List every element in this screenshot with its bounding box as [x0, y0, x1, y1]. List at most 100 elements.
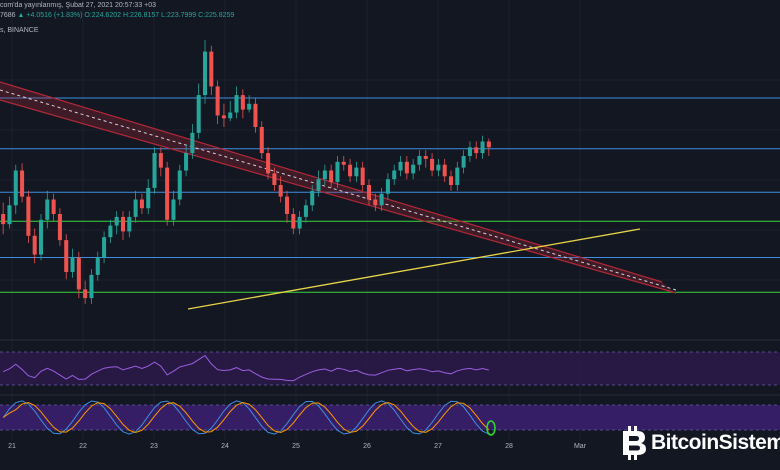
candle-body[interactable]: [83, 289, 88, 299]
candle-body[interactable]: [467, 147, 472, 156]
price-change: ▲ +4.0516 (+1.83%): [17, 12, 83, 19]
candle-body[interactable]: [202, 51, 208, 96]
candle-body[interactable]: [417, 156, 422, 165]
candle-body[interactable]: [57, 214, 62, 241]
time-tick-label: 26: [363, 443, 371, 450]
candle-body[interactable]: [329, 170, 334, 183]
candle-body[interactable]: [284, 196, 290, 214]
candle-body[interactable]: [379, 193, 384, 206]
candle-body[interactable]: [133, 199, 138, 217]
channel-lower-line[interactable]: [0, 99, 677, 294]
time-tick-label: 21: [8, 443, 16, 450]
stoch-k-line[interactable]: [2, 400, 490, 435]
candle-body[interactable]: [430, 158, 435, 171]
candle-body[interactable]: [322, 170, 327, 180]
rsi-line[interactable]: [2, 354, 489, 382]
candle-body[interactable]: [70, 257, 75, 273]
candle-body[interactable]: [366, 185, 372, 200]
candle-body[interactable]: [215, 86, 220, 116]
rsi-band-fill: [0, 352, 780, 385]
candle-body[interactable]: [392, 170, 397, 180]
candle-body[interactable]: [480, 141, 485, 154]
candle-body[interactable]: [455, 167, 460, 185]
candle-body[interactable]: [266, 153, 271, 174]
candle-body[interactable]: [177, 170, 182, 200]
candle-body[interactable]: [398, 161, 403, 171]
candle-body[interactable]: [64, 240, 69, 272]
candle-body[interactable]: [354, 167, 359, 177]
candle-body[interactable]: [461, 156, 466, 168]
candle-body[interactable]: [297, 216, 302, 229]
candle-body[interactable]: [259, 127, 264, 154]
stoch-rsi-pane[interactable]: [0, 400, 780, 436]
candle-body[interactable]: [45, 199, 50, 220]
candle-body[interactable]: [51, 199, 56, 215]
candle-body[interactable]: [139, 199, 144, 209]
publish-info: com'da yayınlanmış, Şubat 27, 2021 20:57…: [0, 2, 157, 9]
candle-body[interactable]: [253, 103, 258, 127]
candle-body[interactable]: [76, 257, 81, 290]
candle-body[interactable]: [184, 153, 189, 171]
candle-body[interactable]: [1, 214, 6, 225]
ohlc-legend: 7686 ▲ +4.0516 (+1.83%) O:224.6202 H:226…: [0, 12, 234, 19]
candle-body[interactable]: [158, 153, 163, 168]
candle-body[interactable]: [310, 190, 315, 206]
chart-grid: [0, 0, 780, 440]
candle-body[interactable]: [120, 216, 126, 232]
candle-body[interactable]: [341, 161, 346, 165]
time-tick-label: 22: [79, 443, 87, 450]
support-trendline[interactable]: [187, 228, 641, 310]
candle-body[interactable]: [7, 205, 12, 225]
candle-body[interactable]: [442, 164, 447, 177]
candle-body[interactable]: [13, 170, 18, 206]
candle-body[interactable]: [385, 179, 390, 194]
stoch-cross-highlight-circle[interactable]: [486, 420, 496, 436]
candle-body[interactable]: [303, 205, 308, 217]
chart-header: com'da yayınlanmış, Şubat 27, 2021 20:57…: [0, 0, 780, 38]
candle-body[interactable]: [474, 147, 479, 154]
candle-body[interactable]: [448, 176, 454, 185]
candle-body[interactable]: [291, 214, 296, 229]
candle-body[interactable]: [196, 95, 201, 133]
candle-body[interactable]: [89, 274, 94, 299]
candle-body[interactable]: [209, 51, 214, 87]
candle-body[interactable]: [26, 196, 31, 236]
candle-body[interactable]: [272, 173, 277, 185]
candle-body[interactable]: [411, 164, 416, 174]
time-axis[interactable]: 21 22 23 24 25 26 27 28 Mar: [8, 443, 587, 450]
candle-body[interactable]: [240, 95, 245, 110]
candle-body[interactable]: [234, 95, 239, 113]
candle-body[interactable]: [360, 167, 365, 185]
candle-body[interactable]: [20, 170, 25, 197]
candle-body[interactable]: [348, 164, 353, 177]
candle-body[interactable]: [146, 187, 151, 209]
candle-body[interactable]: [95, 257, 100, 275]
candle-body[interactable]: [114, 216, 119, 226]
candle-body[interactable]: [38, 219, 44, 255]
stoch-d-line[interactable]: [2, 401, 490, 434]
bitcoin-logo-icon: [623, 426, 646, 460]
candle-body[interactable]: [247, 103, 252, 110]
candle-body[interactable]: [373, 199, 378, 206]
horizontal-levels[interactable]: [0, 97, 780, 293]
candle-body[interactable]: [127, 216, 132, 232]
candle-body[interactable]: [165, 167, 170, 220]
candle-body[interactable]: [108, 225, 113, 238]
candle-body[interactable]: [190, 132, 195, 154]
candle-body[interactable]: [32, 235, 37, 255]
candle-body[interactable]: [102, 237, 107, 258]
candlestick-series[interactable]: [1, 40, 491, 304]
candle-body[interactable]: [423, 156, 428, 159]
candle-body[interactable]: [152, 153, 157, 188]
candle-body[interactable]: [316, 179, 321, 191]
candle-body[interactable]: [436, 164, 441, 171]
candle-body[interactable]: [278, 185, 283, 197]
candle-body[interactable]: [228, 112, 233, 119]
candle-body[interactable]: [335, 161, 340, 183]
rsi-pane[interactable]: [0, 351, 780, 386]
candle-body[interactable]: [221, 115, 226, 119]
candle-body[interactable]: [404, 161, 409, 174]
candle-body[interactable]: [171, 199, 176, 220]
candle-body[interactable]: [486, 141, 491, 148]
